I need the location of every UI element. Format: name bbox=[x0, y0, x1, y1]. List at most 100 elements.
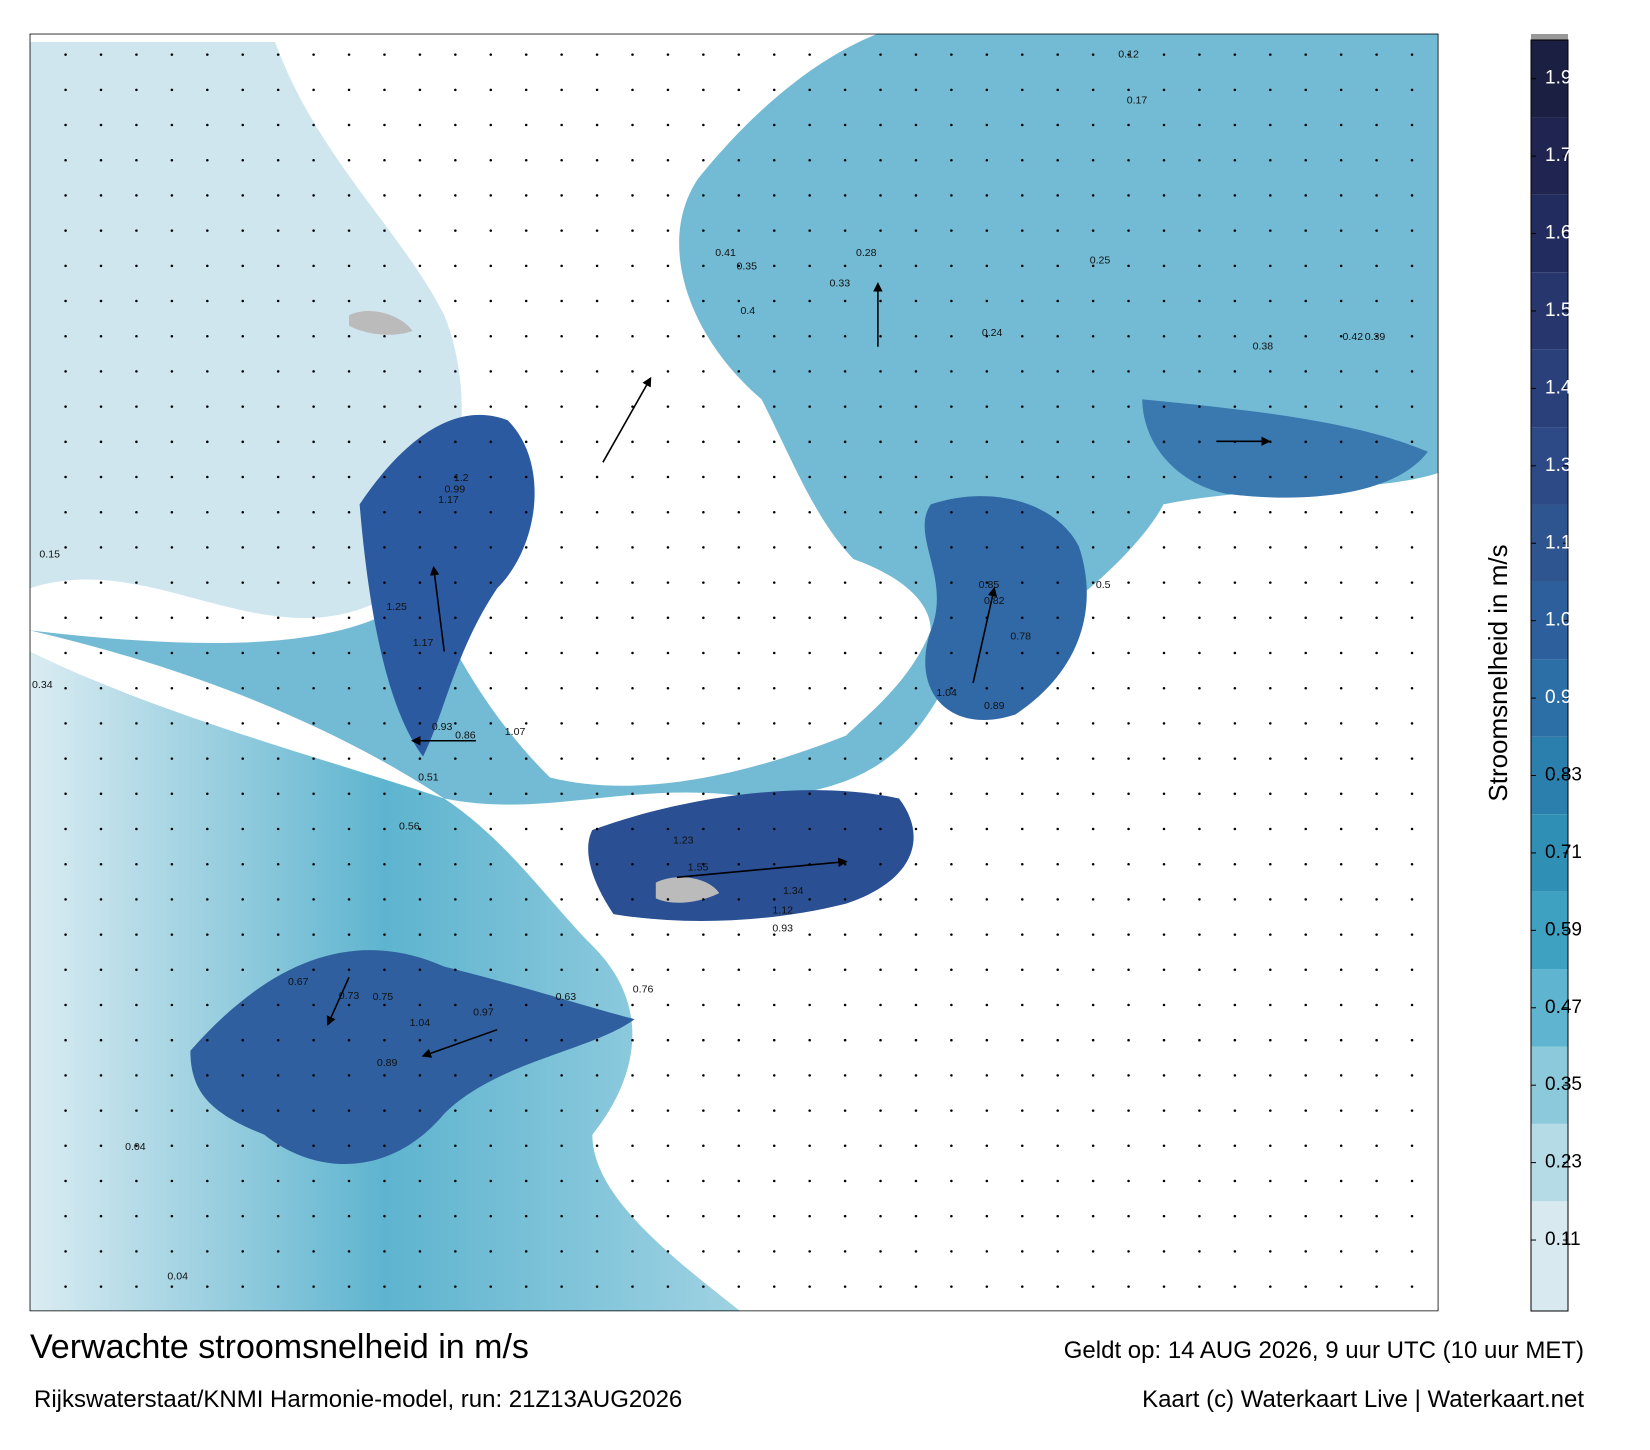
dot bbox=[1233, 510, 1237, 514]
arrow bbox=[429, 565, 446, 652]
dot bbox=[1056, 1179, 1059, 1183]
dot bbox=[1375, 1074, 1378, 1077]
dot bbox=[1198, 722, 1201, 725]
dot bbox=[489, 686, 493, 690]
dot bbox=[950, 1250, 953, 1253]
dot bbox=[1162, 968, 1166, 972]
dot bbox=[666, 616, 670, 620]
dot bbox=[560, 898, 563, 901]
dot bbox=[1233, 88, 1237, 92]
dot bbox=[489, 1074, 493, 1077]
dot bbox=[1304, 757, 1307, 760]
dot bbox=[1020, 88, 1024, 92]
dot bbox=[524, 616, 528, 620]
dot bbox=[1127, 933, 1130, 936]
dot bbox=[206, 229, 209, 232]
dot bbox=[843, 1179, 847, 1183]
dot bbox=[737, 862, 741, 866]
dot bbox=[206, 440, 209, 444]
dot bbox=[241, 1179, 245, 1183]
dot bbox=[489, 158, 493, 162]
dot bbox=[1127, 616, 1130, 620]
dot bbox=[312, 53, 315, 56]
dot bbox=[312, 370, 315, 373]
dot bbox=[879, 757, 882, 760]
current-label: 0.86 bbox=[455, 729, 476, 741]
dot bbox=[454, 229, 457, 232]
dot bbox=[99, 1038, 103, 1042]
dot bbox=[1339, 722, 1343, 725]
dot bbox=[1091, 475, 1095, 479]
dot bbox=[1127, 1144, 1130, 1148]
dot bbox=[985, 1003, 989, 1007]
dot bbox=[524, 827, 528, 831]
dot bbox=[524, 1144, 528, 1148]
dot bbox=[666, 792, 670, 796]
dot bbox=[772, 1074, 776, 1077]
dot bbox=[206, 123, 209, 127]
dot bbox=[1162, 229, 1166, 232]
dot bbox=[1339, 370, 1343, 373]
dot bbox=[631, 1285, 634, 1288]
dot bbox=[1056, 334, 1059, 338]
dot bbox=[843, 370, 847, 373]
dot bbox=[595, 53, 599, 56]
dot bbox=[737, 229, 741, 232]
dot bbox=[985, 264, 989, 268]
dot bbox=[1339, 1285, 1343, 1288]
dot bbox=[914, 1003, 918, 1007]
dot bbox=[1269, 862, 1272, 866]
dot bbox=[1233, 616, 1237, 620]
dot bbox=[524, 405, 528, 408]
dot bbox=[737, 1144, 741, 1148]
dot bbox=[1020, 651, 1024, 655]
dot bbox=[631, 1038, 634, 1042]
dot bbox=[914, 686, 918, 690]
dot bbox=[808, 968, 811, 972]
dot bbox=[135, 123, 138, 127]
dot bbox=[1162, 370, 1166, 373]
dot bbox=[1410, 651, 1414, 655]
dot bbox=[206, 1214, 209, 1218]
dot bbox=[666, 1003, 670, 1007]
dot bbox=[1375, 123, 1378, 127]
dot bbox=[1127, 898, 1130, 901]
dot bbox=[170, 264, 174, 268]
dot bbox=[808, 827, 811, 831]
dot bbox=[383, 757, 386, 760]
dot bbox=[1269, 510, 1272, 514]
dot bbox=[1410, 581, 1414, 584]
dot bbox=[418, 1214, 422, 1218]
dot bbox=[1410, 968, 1414, 972]
dot bbox=[879, 510, 882, 514]
dot bbox=[524, 510, 528, 514]
dot bbox=[99, 546, 103, 549]
dot bbox=[524, 686, 528, 690]
dot bbox=[1304, 862, 1307, 866]
dot bbox=[1127, 370, 1130, 373]
dot bbox=[454, 1074, 457, 1077]
dot bbox=[1020, 1214, 1024, 1218]
dot bbox=[985, 862, 989, 866]
current-label: 0.41 bbox=[715, 247, 736, 259]
dot bbox=[347, 1074, 351, 1077]
dot bbox=[985, 370, 989, 373]
dot bbox=[64, 264, 67, 268]
dot bbox=[772, 968, 776, 972]
dot bbox=[1410, 123, 1414, 127]
dot bbox=[99, 686, 103, 690]
dot bbox=[1020, 1250, 1024, 1253]
dot bbox=[524, 1285, 528, 1288]
dot bbox=[1304, 334, 1307, 338]
dot bbox=[595, 616, 599, 620]
dot bbox=[135, 229, 138, 232]
dot bbox=[808, 53, 811, 56]
dot bbox=[524, 862, 528, 866]
dot bbox=[1410, 792, 1414, 796]
dot bbox=[418, 1144, 422, 1148]
dot bbox=[454, 898, 457, 901]
current-label: 0.99 bbox=[445, 483, 466, 495]
dot bbox=[135, 405, 138, 408]
dot bbox=[1162, 1109, 1166, 1112]
dot bbox=[1375, 334, 1378, 338]
